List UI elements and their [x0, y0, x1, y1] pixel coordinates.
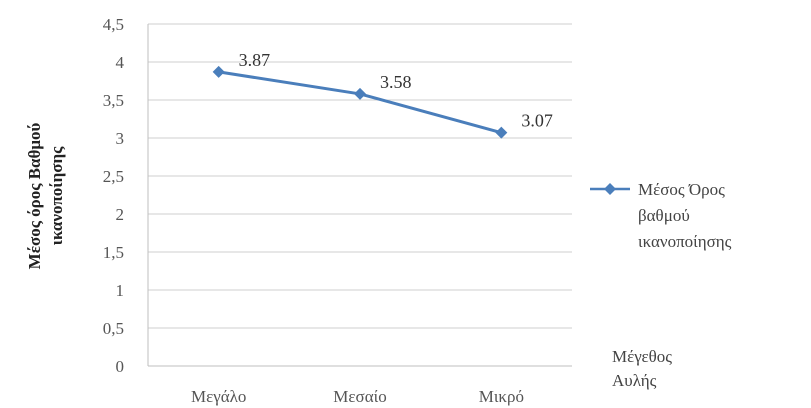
data-point-marker	[212, 65, 225, 78]
data-point-marker	[354, 87, 366, 100]
x-axis-title-line-1: Μέγεθος	[612, 347, 672, 366]
y-axis-title-line-1: Μέσος όρος Βαθμού	[25, 123, 44, 270]
data-label: 3.58	[380, 72, 412, 92]
data-point-marker	[495, 126, 508, 139]
legend-marker	[604, 183, 616, 195]
x-tick-label: Μικρό	[479, 387, 524, 406]
y-axis-ticks: 0 0,5 1 1,5 2 2,5 3 3,5 4 4,5	[103, 15, 125, 376]
y-tick-label: 2,5	[103, 167, 124, 186]
gridlines	[147, 23, 572, 367]
y-tick-label: 1,5	[103, 243, 124, 262]
legend: Μέσος Όρος βαθμού ικανοποίησης	[590, 180, 732, 251]
legend-label-line-1: Μέσος Όρος	[638, 180, 725, 199]
x-axis-title: Μέγεθος Αυλής	[612, 347, 672, 390]
x-tick-label: Μεσαίο	[333, 387, 386, 406]
x-axis-title-line-2: Αυλής	[612, 371, 657, 390]
y-tick-label: 3,5	[103, 91, 124, 110]
x-axis-ticks: Μεγάλο Μεσαίο Μικρό	[191, 387, 524, 406]
y-tick-label: 4	[116, 53, 125, 72]
data-label: 3.07	[521, 111, 553, 131]
y-tick-label: 1	[116, 281, 125, 300]
x-tick-label: Μεγάλο	[191, 387, 246, 406]
data-label: 3.87	[239, 50, 271, 70]
y-tick-label: 2	[116, 205, 125, 224]
y-tick-label: 4,5	[103, 15, 124, 34]
y-tick-label: 3	[116, 129, 125, 148]
legend-label-line-2: βαθμού	[638, 206, 690, 225]
legend-label-line-3: ικανοποίησης	[638, 232, 732, 251]
y-axis-title: Μέσος όρος Βαθμού ικανοποίησης	[25, 123, 66, 270]
y-tick-label: 0	[116, 357, 125, 376]
y-tick-label: 0,5	[103, 319, 124, 338]
y-axis-title-line-2: ικανοποίησης	[47, 146, 66, 245]
series-line	[218, 70, 502, 135]
series-group: 3.87 3.58 3.07	[212, 50, 553, 139]
